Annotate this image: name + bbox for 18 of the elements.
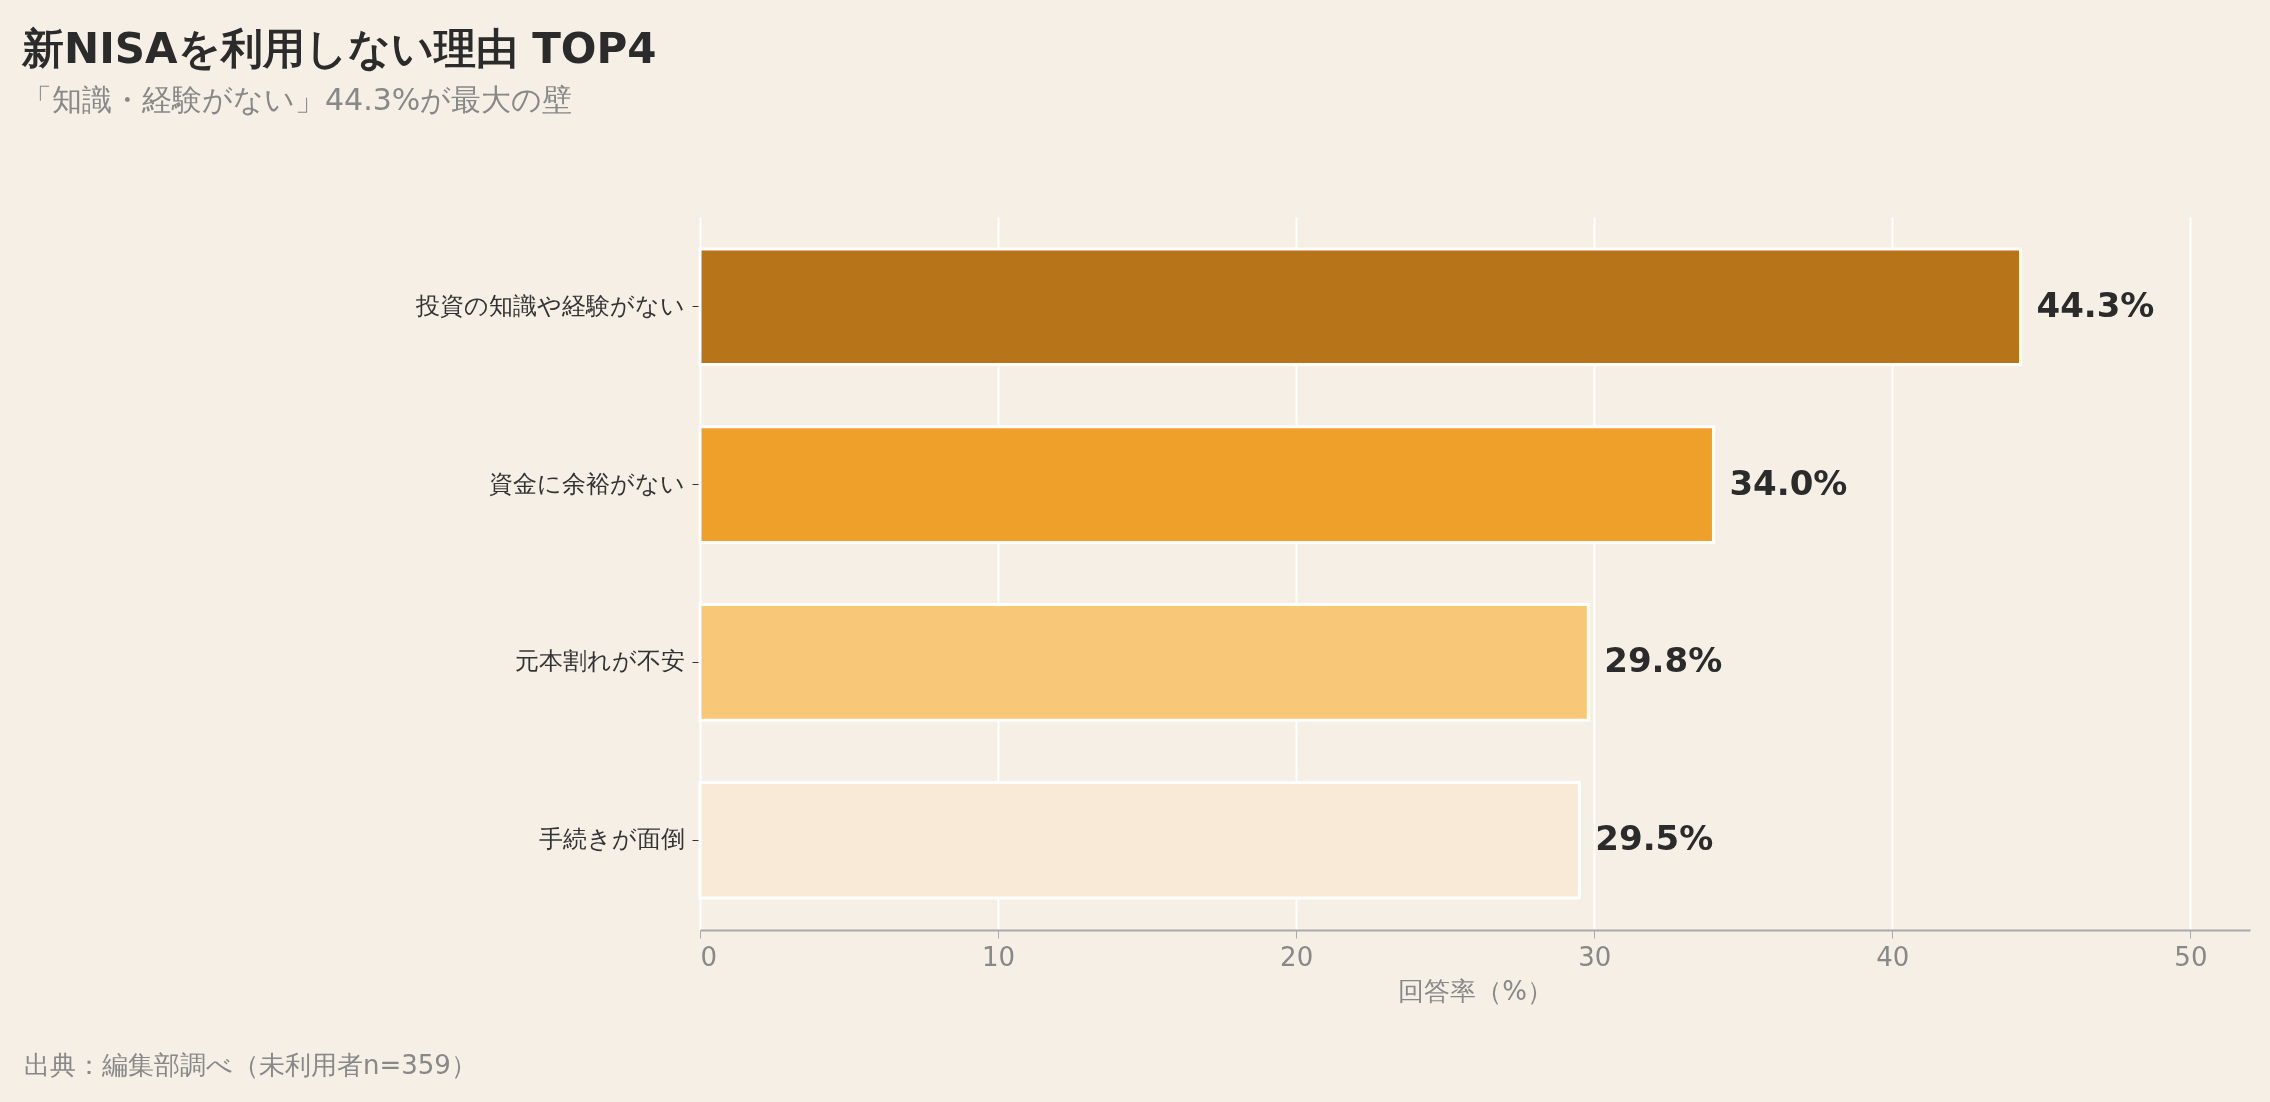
x-tick-label: 30: [1578, 941, 1612, 972]
x-tick-label: 10: [982, 941, 1016, 972]
x-tick-label: 50: [2174, 941, 2208, 972]
x-tick-label: 20: [1280, 941, 1314, 972]
source-note: 出典：編集部調べ（未利用者n=359）: [24, 1049, 477, 1082]
y-tick-label: 元本割れが不安: [514, 647, 685, 676]
data-label: 34.0%: [1729, 462, 1848, 503]
x-axis-title: 回答率（%）: [1398, 975, 1553, 1006]
text: 「知識・経験がない」44.3%が最大の壁: [22, 82, 573, 117]
y-tick-label: 手続きが面倒: [538, 825, 685, 854]
x-tick-label: 0: [700, 941, 718, 972]
data-label: 44.3%: [2036, 284, 2155, 325]
y-tick-label: 資金に余裕がない: [488, 469, 685, 498]
text: 新NISAを利用しない理由 TOP4: [21, 24, 657, 73]
x-tick-label: 40: [1876, 941, 1910, 972]
data-label: 29.8%: [1604, 640, 1723, 681]
data-label: 29.5%: [1595, 818, 1714, 859]
y-tick-label: 投資の知識や経験がない: [414, 291, 685, 320]
